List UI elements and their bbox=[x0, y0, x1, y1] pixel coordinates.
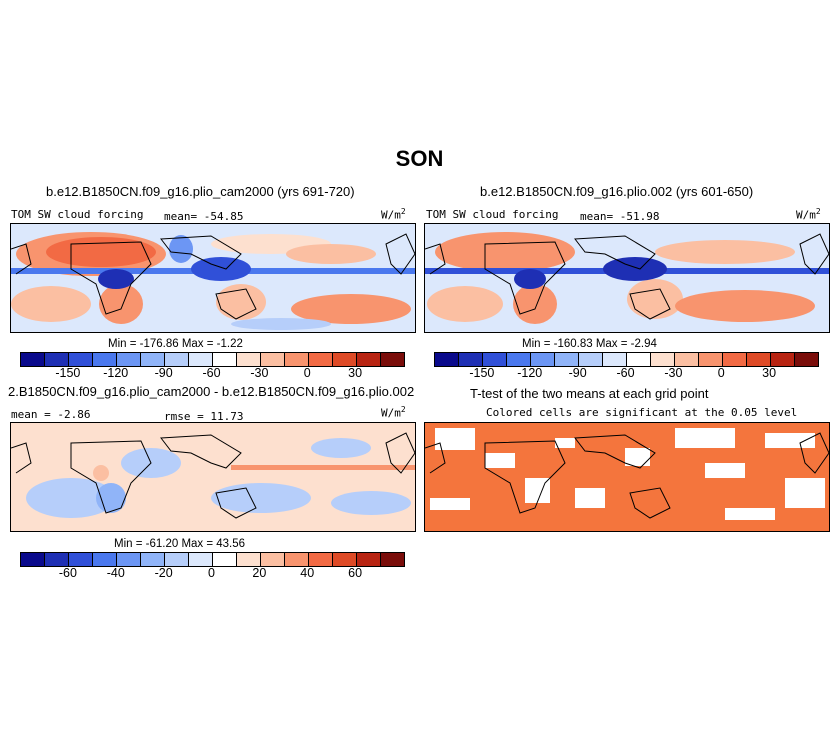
colorbar-swatch bbox=[285, 353, 309, 366]
colorbar-swatch bbox=[579, 353, 603, 366]
colorbar-difference bbox=[20, 552, 405, 567]
mean-label: mean= -54.85 bbox=[164, 210, 244, 223]
colorbar-swatch bbox=[531, 353, 555, 366]
colorbar-tick-label: 30 bbox=[762, 366, 777, 380]
colorbar-swatch bbox=[165, 353, 189, 366]
units-label: W/m2 bbox=[796, 207, 821, 222]
colorbar-tick-label: -150 bbox=[469, 366, 495, 380]
colorbar-swatch bbox=[309, 553, 333, 566]
colorbar-swatch bbox=[21, 553, 45, 566]
colorbar-swatch bbox=[483, 353, 507, 366]
colorbar-swatch bbox=[69, 353, 93, 366]
colorbar-tick-label: 60 bbox=[348, 566, 363, 580]
colorbar-swatch bbox=[435, 353, 459, 366]
colorbar-swatch bbox=[675, 353, 699, 366]
colorbar-swatch bbox=[627, 353, 651, 366]
colorbar-swatch bbox=[117, 553, 141, 566]
minmax-label: Min = -61.20 Max = 43.56 bbox=[114, 538, 246, 550]
colorbar-swatch bbox=[117, 353, 141, 366]
colorbar-swatch bbox=[333, 353, 357, 366]
variable-label: TOM SW cloud forcing bbox=[11, 208, 144, 221]
map-ttest bbox=[424, 422, 830, 532]
colorbar-swatch bbox=[141, 353, 165, 366]
colorbar-swatch bbox=[357, 353, 381, 366]
colorbar-swatch bbox=[165, 553, 189, 566]
map-difference bbox=[10, 422, 416, 532]
colorbar-tick-label: -90 bbox=[154, 366, 173, 380]
colorbar-swatch bbox=[357, 553, 381, 566]
minmax-label: Min = -160.83 Max = -2.94 bbox=[522, 338, 657, 350]
colorbar-swatch bbox=[69, 553, 93, 566]
colorbar-swatch bbox=[723, 353, 747, 366]
colorbar-swatch bbox=[603, 353, 627, 366]
units-label: W/m2 bbox=[381, 405, 406, 420]
map-model2 bbox=[424, 223, 830, 333]
colorbar-tick-label: -120 bbox=[517, 366, 543, 380]
panel-title-model2: b.e12.B1850CN.f09_g16.plio.002 (yrs 601-… bbox=[480, 184, 754, 199]
colorbar-swatch bbox=[189, 553, 213, 566]
colorbar-swatch bbox=[381, 353, 404, 366]
colorbar-swatch bbox=[141, 553, 165, 566]
colorbar-tick-label: -60 bbox=[202, 366, 221, 380]
colorbar-swatch bbox=[381, 553, 404, 566]
colorbar-tick-label: -30 bbox=[664, 366, 683, 380]
colorbar-tick-label: 20 bbox=[252, 566, 267, 580]
colorbar-tick-label: -150 bbox=[55, 366, 81, 380]
mean-label: mean = -2.86 bbox=[11, 408, 91, 421]
colorbar-swatch bbox=[747, 353, 771, 366]
colorbar-tick-label: 30 bbox=[348, 366, 363, 380]
colorbar-swatch bbox=[45, 353, 69, 366]
colorbar-tick-label: -90 bbox=[568, 366, 587, 380]
panel-title-difference: 2.B1850CN.f09_g16.plio_cam2000 - b.e12.B… bbox=[8, 384, 415, 399]
mean-label: mean= -51.98 bbox=[580, 210, 660, 223]
colorbar-tick-label: -60 bbox=[58, 566, 77, 580]
colorbar-tick-label: -20 bbox=[154, 566, 173, 580]
colorbar-swatch bbox=[507, 353, 531, 366]
colorbar-swatch bbox=[771, 353, 795, 366]
colorbar-tick-label: -30 bbox=[250, 366, 269, 380]
colorbar-swatch bbox=[555, 353, 579, 366]
figure-title: SON bbox=[395, 146, 444, 171]
colorbar-tick-label: 0 bbox=[303, 366, 311, 380]
colorbar-swatch bbox=[189, 353, 213, 366]
minmax-label: Min = -176.86 Max = -1.22 bbox=[108, 338, 243, 350]
colorbar-swatch bbox=[213, 353, 237, 366]
colorbar-tick-label: -40 bbox=[106, 566, 125, 580]
colorbar-swatch bbox=[93, 553, 117, 566]
colorbar-swatch bbox=[45, 553, 69, 566]
colorbar-swatch bbox=[651, 353, 675, 366]
colorbar-swatch bbox=[333, 553, 357, 566]
colorbar-swatch bbox=[93, 353, 117, 366]
colorbar-tick-label: 0 bbox=[717, 366, 725, 380]
colorbar-swatch bbox=[213, 553, 237, 566]
colorbar-tick-label: 40 bbox=[300, 566, 315, 580]
colorbar-swatch bbox=[21, 353, 45, 366]
colorbar-tick-label: 0 bbox=[208, 566, 215, 580]
panel-subtitle-ttest: Colored cells are significant at the 0.0… bbox=[486, 406, 798, 419]
colorbar-swatch bbox=[699, 353, 723, 366]
colorbar-tick-label: -120 bbox=[103, 366, 129, 380]
colorbar-swatch bbox=[795, 353, 818, 366]
colorbar-swatch bbox=[237, 353, 261, 366]
colorbar-swatch bbox=[309, 353, 333, 366]
colorbar-model2 bbox=[434, 352, 819, 367]
colorbar-swatch bbox=[261, 353, 285, 366]
colorbar-tick-label: -60 bbox=[616, 366, 635, 380]
colorbar-model1 bbox=[20, 352, 405, 367]
map-model1 bbox=[10, 223, 416, 333]
colorbar-swatch bbox=[459, 353, 483, 366]
variable-label: TOM SW cloud forcing bbox=[426, 208, 559, 221]
panel-title-ttest: T-test of the two means at each grid poi… bbox=[470, 386, 709, 401]
colorbar-swatch bbox=[261, 553, 285, 566]
colorbar-swatch bbox=[285, 553, 309, 566]
rmse-label: rmse = 11.73 bbox=[164, 410, 244, 423]
units-label: W/m2 bbox=[381, 207, 406, 222]
colorbar-swatch bbox=[237, 553, 261, 566]
panel-title-model1: b.e12.B1850CN.f09_g16.plio_cam2000 (yrs … bbox=[46, 184, 355, 199]
